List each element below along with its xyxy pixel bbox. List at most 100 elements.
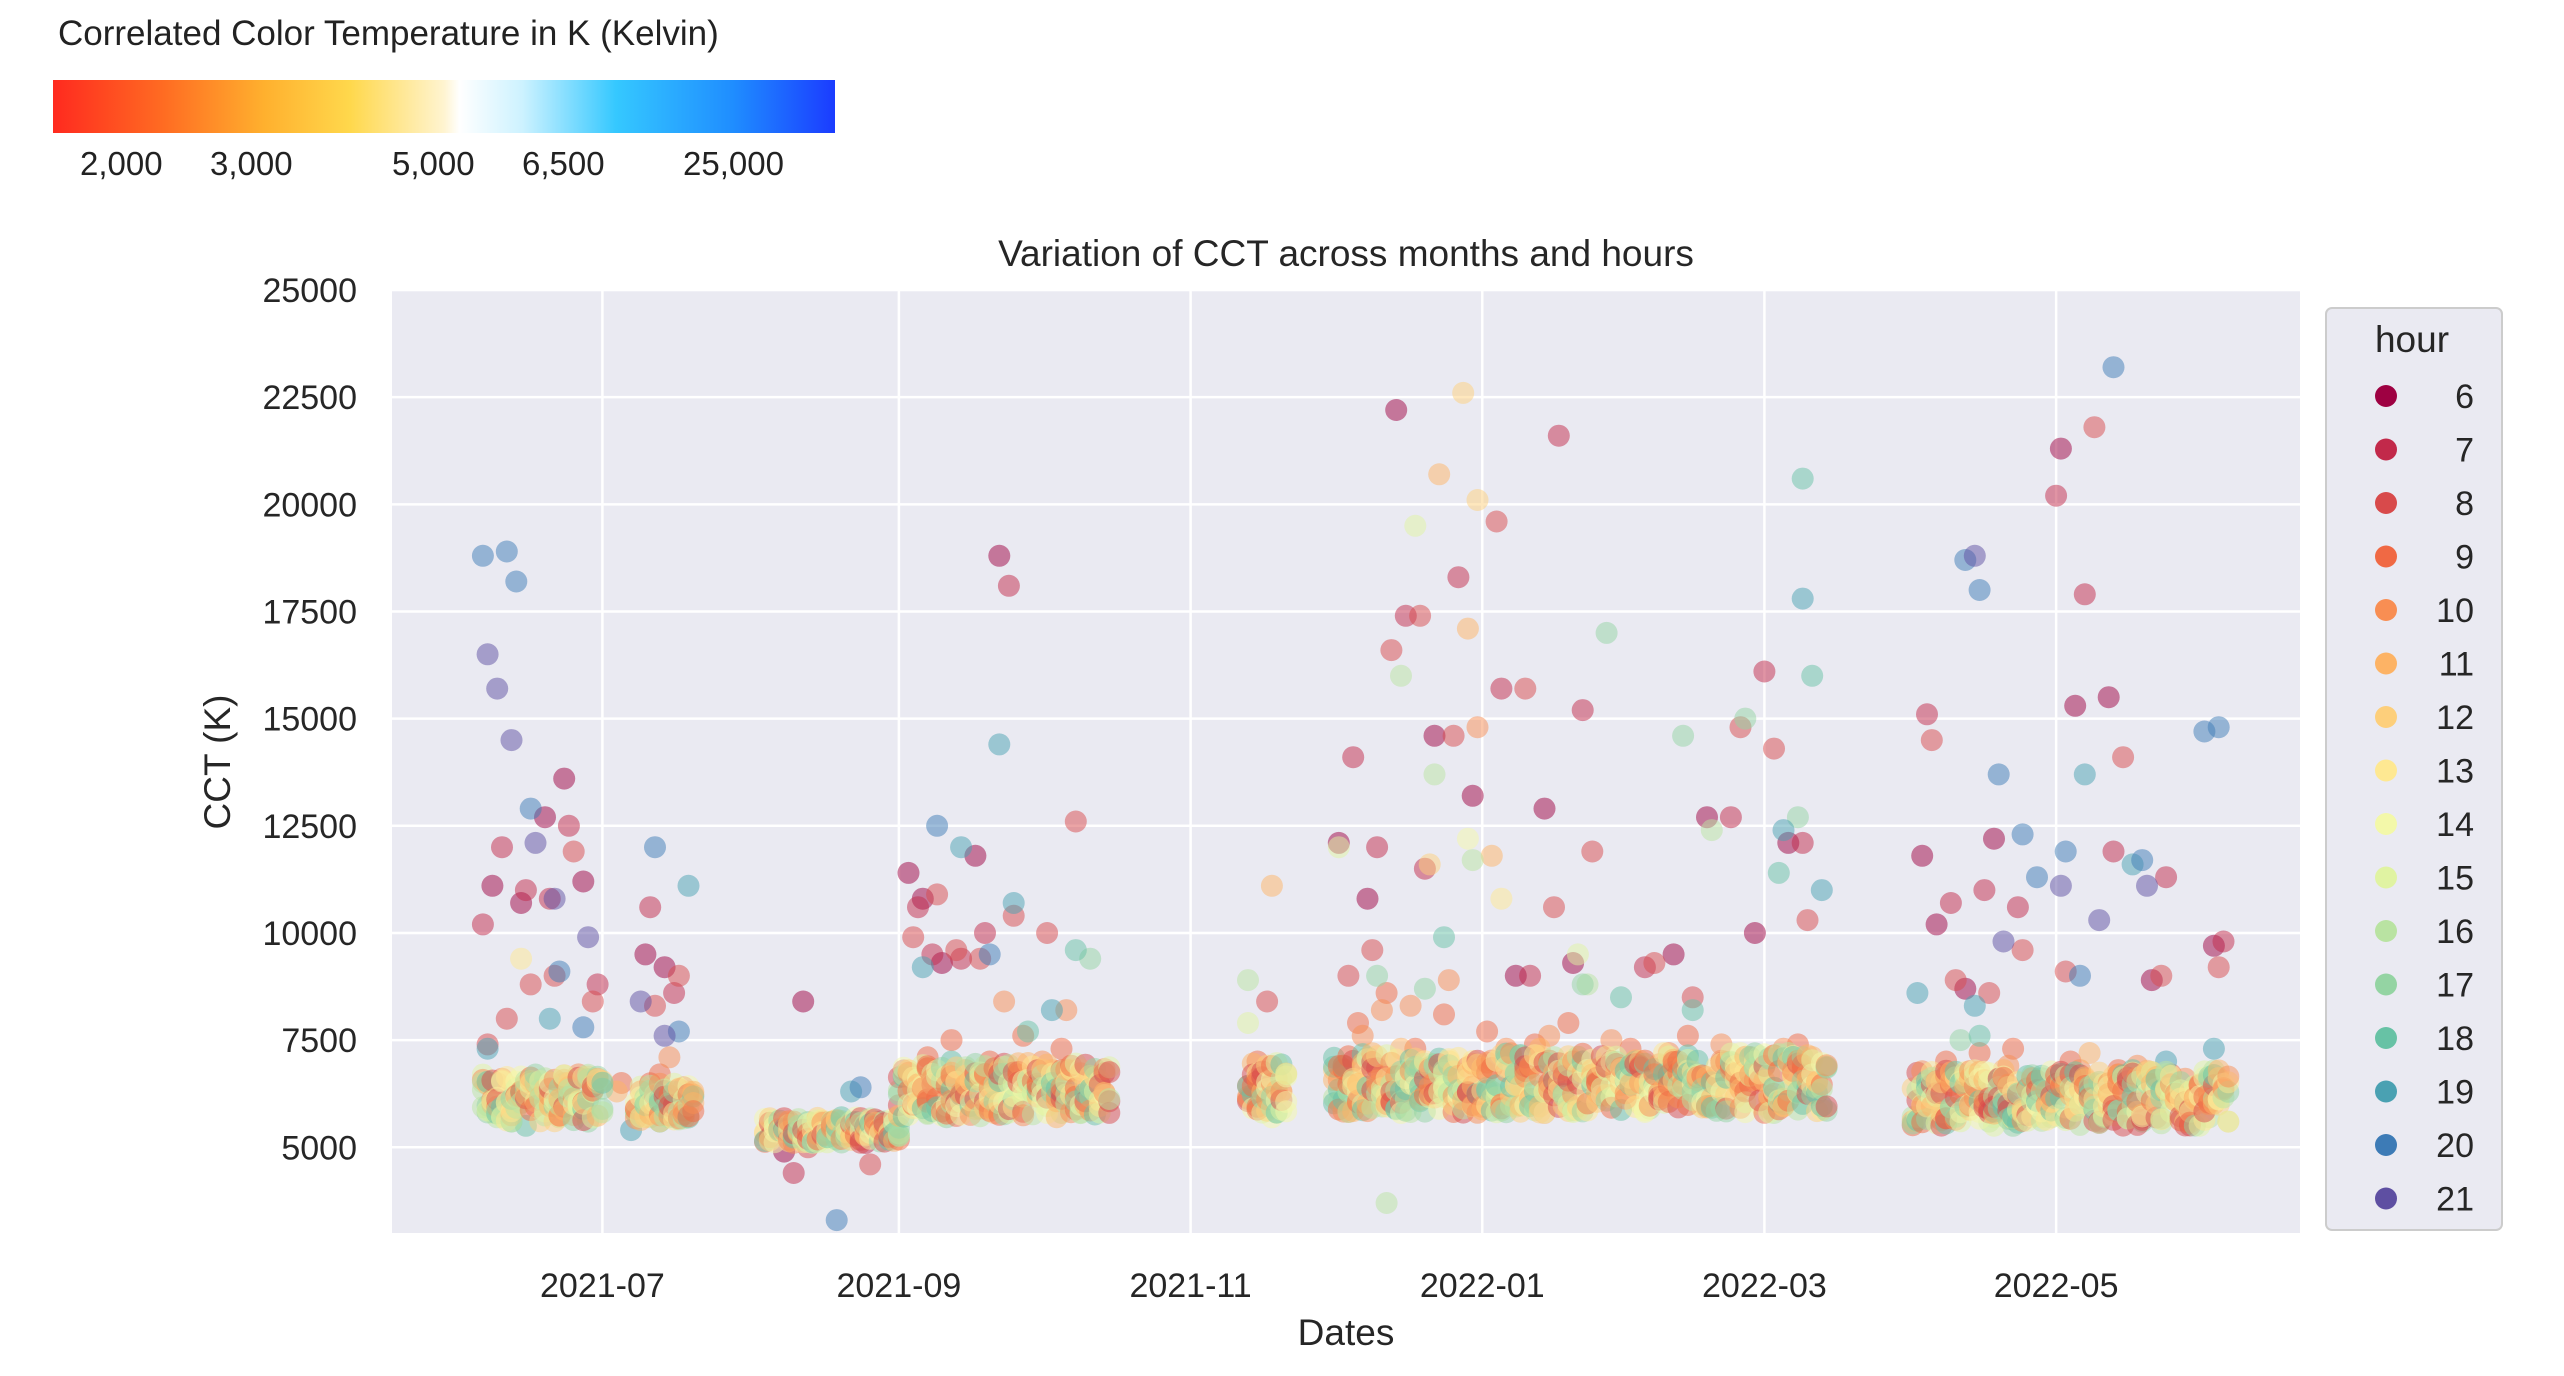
data-point-hour-8 <box>945 939 968 962</box>
data-point-hour-20 <box>519 797 542 820</box>
data-point-hour-17 <box>1595 621 1618 644</box>
data-point-hour-16 <box>1098 1088 1121 1110</box>
data-point-hour-8 <box>859 1153 882 1176</box>
y-axis-label: CCT (K) <box>197 695 238 830</box>
y-tick-label: 17500 <box>262 593 357 631</box>
data-point-hour-8 <box>1337 964 1360 987</box>
data-point-hour-21 <box>1963 544 1986 567</box>
data-point-hour-20 <box>644 836 666 859</box>
x-tick-labels: 2021-07 2021-09 2021-11 2022-01 2022-03 2022-… <box>540 1267 2118 1305</box>
y-tick-label: 22500 <box>262 379 357 417</box>
data-point-hour-15 <box>1327 836 1350 859</box>
data-point-hour-8 <box>581 990 604 1013</box>
data-point-hour-20 <box>505 570 528 593</box>
data-point-hour-12 <box>1418 853 1441 876</box>
data-point-hour-7 <box>974 922 996 944</box>
y-tick-label: 25000 <box>262 272 357 310</box>
data-point-hour-21 <box>476 643 499 666</box>
data-point-hour-19 <box>2202 1037 2225 1060</box>
data-point-hour-8 <box>1920 729 1943 752</box>
data-point-hour-7 <box>491 836 513 859</box>
data-point-hour-6 <box>1983 827 2005 850</box>
data-point-hour-18 <box>1017 1020 1039 1043</box>
data-point-hour-17 <box>1786 806 1809 829</box>
data-point-hour-19 <box>950 836 973 859</box>
data-point-hour-6 <box>988 544 1011 567</box>
data-point-hour-12 <box>1466 489 1489 511</box>
data-point-hour-21 <box>524 831 547 854</box>
data-point-hour-16 <box>1810 1078 1833 1101</box>
legend-marker <box>2375 920 2397 942</box>
legend-label: 15 <box>2436 860 2474 898</box>
legend-label: 12 <box>2436 699 2474 737</box>
data-point-hour-8 <box>1643 952 1666 974</box>
data-point-hour-18 <box>1968 1024 1991 1047</box>
data-point-hour-10 <box>2217 1065 2240 1088</box>
legend-label: 9 <box>2455 539 2474 577</box>
data-point-hour-10 <box>993 990 1016 1013</box>
data-point-hour-21 <box>1992 930 2015 953</box>
data-point-hour-20 <box>849 1076 872 1099</box>
legend-label: 20 <box>2436 1127 2474 1165</box>
legend-label: 13 <box>2436 753 2474 791</box>
data-point-hour-19 <box>1906 982 1929 1004</box>
data-point-hour-8 <box>1380 639 1403 662</box>
data-point-hour-13 <box>1490 887 1513 910</box>
colorbar-title: Correlated Color Temperature in K (Kelvi… <box>58 14 719 53</box>
legend-marker <box>2375 1187 2397 1210</box>
data-point-hour-10 <box>1351 1024 1374 1047</box>
data-point-hour-6 <box>553 767 576 790</box>
data-point-hour-20 <box>471 544 494 567</box>
data-point-hour-10 <box>1466 716 1489 739</box>
data-point-hour-7 <box>1719 806 1742 829</box>
data-point-hour-19 <box>1963 994 1986 1017</box>
data-point-hour-8 <box>1796 909 1819 932</box>
data-point-hour-7 <box>782 1162 805 1184</box>
data-point-hour-14 <box>1456 827 1479 850</box>
data-point-hour-7 <box>907 896 929 919</box>
data-point-hour-6 <box>481 874 504 897</box>
x-tick-label: 2021-07 <box>540 1267 665 1305</box>
legend-label: 11 <box>2439 646 2474 684</box>
legend-label: 18 <box>2436 1020 2474 1058</box>
data-point-hour-8 <box>2011 939 2034 962</box>
data-point-hour-7 <box>1916 703 1938 726</box>
data-point-hour-16 <box>1700 819 1723 842</box>
data-point-hour-8 <box>2207 956 2230 979</box>
legend-label: 17 <box>2436 967 2474 1005</box>
data-point-hour-20 <box>825 1209 848 1232</box>
data-point-hour-21 <box>486 677 509 700</box>
data-point-hour-6 <box>1911 844 1934 867</box>
legend-marker <box>2375 385 2397 407</box>
data-point-hour-6 <box>634 943 657 966</box>
data-point-hour-6 <box>2064 694 2087 717</box>
data-point-hour-7 <box>663 982 686 1004</box>
data-point-hour-7 <box>1973 879 1996 902</box>
data-point-hour-11 <box>2078 1042 2101 1064</box>
colorbar-tick: 6,500 <box>522 145 605 182</box>
data-point-hour-18 <box>1433 926 1455 949</box>
data-point-hour-15 <box>1275 1063 1298 1086</box>
data-point-hour-8 <box>1514 677 1537 700</box>
data-point-hour-7 <box>514 879 537 902</box>
x-tick-label: 2022-03 <box>1702 1267 1827 1305</box>
data-point-hour-7 <box>2006 896 2029 919</box>
data-point-hour-8 <box>902 926 925 949</box>
data-point-hour-16 <box>1390 664 1412 687</box>
legend-marker <box>2375 438 2397 461</box>
data-point-hour-17 <box>1672 724 1695 747</box>
legend-label: 10 <box>2436 592 2474 630</box>
data-point-hour-20 <box>2011 823 2034 846</box>
data-point-hour-18 <box>1801 664 1824 687</box>
data-point-hour-15 <box>1404 514 1427 537</box>
data-point-hour-8 <box>667 964 690 987</box>
y-tick-label: 15000 <box>262 701 357 739</box>
colorbar-tick: 25,000 <box>683 145 784 182</box>
data-point-hour-7 <box>2212 930 2235 953</box>
data-point-hour-17 <box>1571 973 1594 996</box>
data-point-hour-9 <box>1476 1020 1499 1043</box>
data-point-hour-19 <box>1002 892 1025 914</box>
data-point-hour-7 <box>997 574 1020 597</box>
y-tick-label: 12500 <box>262 808 357 846</box>
legend-box <box>2325 307 2503 1231</box>
